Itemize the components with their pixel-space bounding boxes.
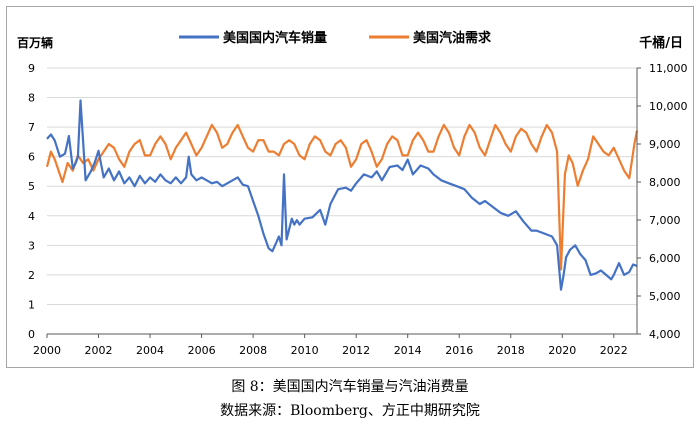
y-left-axis-title: 百万辆 <box>17 35 53 50</box>
x-tick-label: 2012 <box>342 344 370 357</box>
y-right-tick-label: 9,000 <box>649 138 681 151</box>
legend: 美国国内汽车销量 美国汽油需求 <box>179 30 492 46</box>
legend-label-gasoline: 美国汽油需求 <box>413 30 492 46</box>
series-line-vehicle-sales <box>46 99 638 291</box>
y-right-tick-label: 4,000 <box>649 328 681 341</box>
x-tick-label: 2022 <box>600 344 628 357</box>
y-right-tick-label: 10,000 <box>649 100 688 113</box>
chart-frame: 0 1 2 3 4 5 6 7 8 9 4,000 5,000 6,000 7,000 8,000 9,000… <box>6 6 694 368</box>
series-line-gasoline-demand <box>45 123 639 271</box>
y-left-tick-label: 5 <box>28 180 35 193</box>
y-left-tick-label: 6 <box>28 151 35 164</box>
grid-lines <box>47 67 637 305</box>
y-right-tick-label: 11,000 <box>649 62 688 75</box>
axes: 0 1 2 3 4 5 6 7 8 9 4,000 5,000 6,000 7,000 8,000 9,000… <box>28 62 688 357</box>
y-left-tick-label: 9 <box>28 62 35 75</box>
x-tick-label: 2008 <box>239 344 267 357</box>
x-tick-label: 2016 <box>445 344 473 357</box>
y-right-tick-label: 8,000 <box>649 176 681 189</box>
y-left-tick-label: 4 <box>28 210 35 223</box>
y-left-tick-label: 2 <box>28 269 35 282</box>
x-tick-label: 2014 <box>394 344 422 357</box>
x-tick-label: 2000 <box>33 344 61 357</box>
y-left-tick-label: 3 <box>28 239 35 252</box>
y-right-axis-title: 千桶/日 <box>639 35 683 51</box>
y-left-tick-label: 8 <box>28 92 35 105</box>
data-source-caption: 数据来源：Bloomberg、方正中期研究院 <box>220 403 480 419</box>
y-right-tick-label: 7,000 <box>649 214 681 227</box>
x-tick-label: 2004 <box>136 344 164 357</box>
x-tick-label: 2018 <box>497 344 525 357</box>
chart-area: 0 1 2 3 4 5 6 7 8 9 4,000 5,000 6,000 7,000 8,000 9,000… <box>17 30 688 357</box>
y-right-tick-label: 5,000 <box>649 290 681 303</box>
x-tick-label: 2010 <box>291 344 319 357</box>
x-tick-label: 2006 <box>188 344 216 357</box>
legend-label-sales: 美国国内汽车销量 <box>223 30 327 46</box>
y-right-tick-label: 6,000 <box>649 252 681 265</box>
series-group <box>45 99 639 291</box>
x-tick-label: 2002 <box>85 344 113 357</box>
y-left-tick-label: 7 <box>28 121 35 134</box>
x-tick-label: 2020 <box>548 344 576 357</box>
y-left-tick-label: 1 <box>28 298 35 311</box>
y-left-tick-label: 0 <box>28 328 35 341</box>
figure-caption: 图 8：美国国内汽车销量与汽油消费量 <box>231 379 469 395</box>
